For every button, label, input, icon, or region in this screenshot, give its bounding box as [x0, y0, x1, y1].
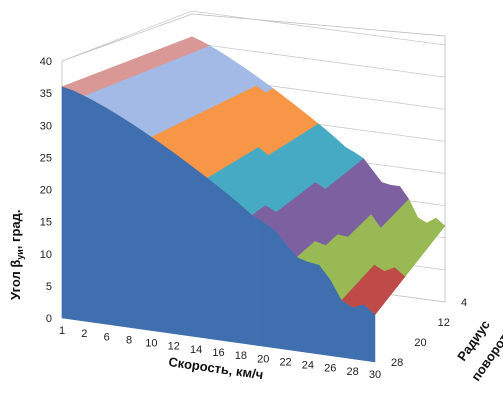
surface-front-face: [274, 229, 286, 350]
surface-front-face: [195, 169, 208, 339]
surface-front-face: [229, 195, 242, 344]
x-tick-label: 10: [145, 338, 157, 350]
z-tick-label: 4: [461, 297, 467, 309]
x-tick-label: 18: [235, 350, 247, 362]
surface-front-face: [162, 144, 175, 335]
x-tick-label: 14: [190, 344, 202, 356]
y-tick-label: 35: [40, 88, 52, 100]
surface-front-face: [240, 204, 253, 346]
surface-front-face: [72, 90, 85, 322]
y-axis-title-rest: , град.: [8, 210, 23, 250]
surface-front-face: [173, 152, 186, 336]
surface-front-face: [352, 304, 365, 361]
y-axis-title-main: Угол β: [8, 260, 23, 300]
z-tick-label: 12: [438, 317, 450, 329]
y-tick-label: 25: [40, 152, 52, 164]
surface-front-face: [307, 261, 320, 355]
surface-front-face: [106, 107, 119, 327]
x-tick-label: 8: [126, 334, 132, 346]
surface-front-face: [61, 86, 74, 320]
surface-front-face: [128, 121, 141, 330]
surface-front-face: [184, 160, 197, 338]
surface-front-face: [296, 257, 309, 353]
x-tick-label: 22: [279, 356, 291, 368]
y-tick-label: 20: [40, 185, 52, 197]
surface-front-face: [84, 95, 96, 324]
y-tick-label: 5: [46, 281, 52, 293]
surface-front-face: [341, 299, 353, 360]
surface-front-face: [285, 243, 297, 352]
x-tick-label: 1: [59, 325, 65, 337]
z-tick-label: 28: [391, 357, 403, 369]
y-axis-title-sub: уи: [15, 249, 25, 260]
surface-front-face: [95, 101, 107, 325]
surface-front-face: [318, 264, 331, 357]
x-tick-label: 20: [257, 353, 269, 365]
y-tick-label: 40: [40, 56, 52, 68]
x-tick-label: 12: [168, 341, 180, 353]
y-tick-label: 0: [46, 313, 52, 325]
y-tick-label: 30: [40, 120, 52, 132]
x-tick-label: 28: [347, 366, 359, 378]
gridline: [61, 10, 446, 62]
x-tick-label: 2: [81, 328, 87, 340]
surface-front-face: [251, 214, 264, 347]
x-tick-label: 26: [324, 363, 336, 375]
y-tick-label: 15: [40, 217, 52, 229]
surface-front-face: [262, 221, 275, 349]
surface-front-face: [207, 177, 219, 341]
y-tick-label: 10: [40, 249, 52, 261]
surface-front-face: [140, 129, 152, 331]
x-tick-label: 30: [369, 369, 381, 381]
z-tick-label: 20: [414, 337, 426, 349]
y-axis-title: Угол βуи, град.: [8, 210, 25, 301]
x-tick-label: 16: [212, 347, 224, 359]
surface-front-face: [218, 186, 230, 342]
x-tick-label: 6: [104, 331, 110, 343]
x-tick-label: 24: [302, 360, 314, 372]
surface-front-face: [363, 304, 376, 363]
surface-front-face: [117, 114, 130, 328]
surface-front-face: [151, 136, 163, 333]
